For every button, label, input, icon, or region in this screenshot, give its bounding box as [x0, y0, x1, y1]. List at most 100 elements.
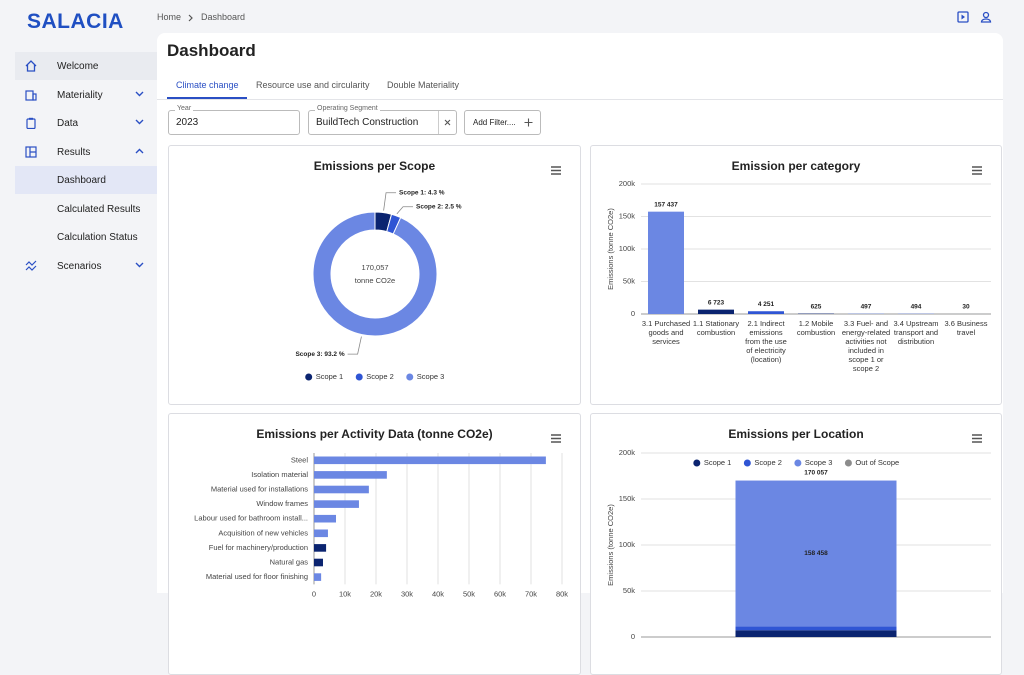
- field-value: BuildTech Construction: [316, 117, 418, 128]
- bar-segment: [736, 626, 897, 630]
- breadcrumb-separator: [188, 14, 194, 22]
- user-button[interactable]: [980, 11, 992, 23]
- label-leader: [384, 193, 396, 211]
- y-tick-label: Labour used for bathroom install...: [194, 514, 308, 523]
- field-label: Operating Segment: [315, 105, 380, 112]
- tab[interactable]: Double Materiality: [387, 80, 459, 90]
- y-tick-label: 0: [631, 309, 635, 318]
- y-tick-label: 50k: [623, 586, 635, 595]
- x-tick-label: 3.4 Upstream transport and distribution: [891, 319, 941, 346]
- x-tick-label-box: 3.6 Business travel: [941, 319, 991, 399]
- tab[interactable]: Resource use and circularity: [256, 80, 370, 90]
- data-label: 157 437: [654, 201, 678, 208]
- clear-button[interactable]: [444, 119, 451, 126]
- legend-label: Scope 3: [417, 372, 445, 381]
- bar: [314, 559, 323, 567]
- chart-title: Emissions per Activity Data (tonne CO2e): [256, 427, 492, 441]
- nav-item[interactable]: Scenarios: [15, 252, 157, 280]
- y-tick-label: Steel: [291, 455, 308, 464]
- chart-title: Emission per category: [732, 159, 861, 173]
- nav-item[interactable]: Data: [15, 109, 157, 137]
- data-label: 158 458: [804, 550, 828, 557]
- bar: [314, 515, 336, 523]
- x-tick-label-box: 3.4 Upstream transport and distribution: [891, 319, 941, 399]
- chart-menu[interactable]: [551, 435, 561, 442]
- segment-select[interactable]: Operating Segment BuildTech Construction: [308, 110, 457, 135]
- legend-swatch: [305, 374, 312, 381]
- breadcrumb-item[interactable]: Home: [157, 12, 181, 22]
- nav-item[interactable]: Dashboard: [15, 166, 157, 194]
- bar: [314, 471, 387, 479]
- data-label: 625: [811, 303, 822, 310]
- field-label: Year: [175, 105, 193, 112]
- label-leader: [397, 207, 413, 214]
- chevron: [135, 91, 144, 97]
- pie-slice: [313, 212, 437, 336]
- page-title: Dashboard: [167, 41, 256, 61]
- y-tick-label: Material used for installations: [211, 484, 308, 493]
- chevron: [135, 262, 144, 268]
- x-tick-label: 3.1 Purchased goods and services: [641, 319, 691, 346]
- y-tick-label: 0: [631, 632, 635, 641]
- nav-item[interactable]: Materiality: [15, 81, 157, 109]
- y-tick-label: 50k: [623, 276, 635, 285]
- x-tick-label: 60k: [494, 589, 506, 598]
- legend-label: Scope 1: [316, 372, 344, 381]
- x-tick-label-box: 3.1 Purchased goods and services: [641, 319, 691, 399]
- legend-swatch: [794, 460, 801, 467]
- add-filter-button[interactable]: Add Filter....: [464, 110, 541, 135]
- nav-label: Results: [57, 147, 90, 158]
- field-divider: [438, 111, 439, 134]
- data-label: 30: [962, 304, 970, 311]
- present-button[interactable]: [957, 11, 969, 23]
- nav-item[interactable]: Welcome: [15, 52, 157, 80]
- data-label: Scope 3: 93.2 %: [295, 351, 344, 358]
- data-label: 4 251: [758, 301, 775, 308]
- chart-menu[interactable]: [972, 435, 982, 442]
- icon-clipboard: [25, 117, 37, 129]
- chart: Emissions per Activity Data (tonne CO2e)…: [169, 414, 580, 674]
- year-select[interactable]: Year 2023: [168, 110, 300, 135]
- y-axis-label: Emissions (tonne CO2e): [606, 504, 615, 586]
- y-tick-label: Isolation material: [251, 470, 308, 479]
- nav-item[interactable]: Calculation Status: [15, 223, 157, 251]
- y-tick-label: 100k: [619, 244, 636, 253]
- x-tick-label: 1.1 Stationary combustion: [691, 319, 741, 337]
- icon-building: [25, 89, 37, 101]
- x-tick-label-box: 1.2 Mobile combustion: [791, 319, 841, 399]
- breadcrumb-item: Dashboard: [201, 12, 245, 22]
- tab-indicator: [167, 97, 247, 99]
- chart-title: Emissions per Scope: [314, 159, 436, 173]
- nav-item[interactable]: Calculated Results: [15, 195, 157, 223]
- sidebar: SALACIA Welcome Materiality Data Results…: [0, 0, 157, 576]
- total-label: 170 057: [804, 469, 828, 476]
- nav-label: Welcome: [57, 61, 99, 72]
- button-label: Add Filter....: [473, 118, 516, 127]
- chevron: [135, 148, 144, 154]
- nav-label: Calculation Status: [57, 232, 138, 243]
- bar-segment: [736, 630, 897, 637]
- chart: Emission per category050k100k150k200kEmi…: [591, 146, 1001, 404]
- y-tick-label: Material used for floor finishing: [206, 572, 308, 581]
- logo[interactable]: SALACIA: [27, 10, 124, 34]
- center-unit: tonne CO2e: [355, 276, 395, 285]
- data-label: 494: [911, 303, 922, 310]
- chart-menu[interactable]: [551, 167, 561, 174]
- icon-results: [25, 146, 37, 158]
- y-tick-label: 150k: [619, 211, 636, 220]
- x-tick-label: 3.3 Fuel- and energy-related activities …: [841, 319, 891, 373]
- icon-home: [25, 60, 37, 72]
- x-tick-label-box: 2.1 Indirect emissions from the use of e…: [741, 319, 791, 399]
- legend-swatch: [845, 460, 852, 467]
- x-tick-label: 50k: [463, 589, 475, 598]
- x-tick-label: 40k: [432, 589, 444, 598]
- tab[interactable]: Climate change: [176, 80, 239, 90]
- chart-menu[interactable]: [972, 167, 982, 174]
- y-tick-label: 200k: [619, 448, 636, 457]
- nav-label: Scenarios: [57, 261, 101, 272]
- x-tick-label: 3.6 Business travel: [941, 319, 991, 337]
- nav-item[interactable]: Results: [15, 138, 157, 166]
